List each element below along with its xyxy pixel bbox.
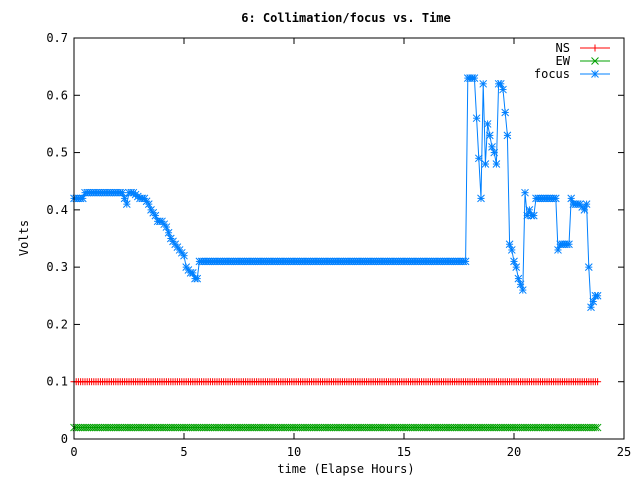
y-tick-label: 0.5 bbox=[46, 146, 68, 160]
data-point bbox=[474, 154, 483, 163]
data-point bbox=[490, 148, 499, 157]
data-point bbox=[499, 85, 507, 94]
x-tick-label: 25 bbox=[617, 445, 631, 459]
data-point bbox=[591, 57, 599, 65]
data-point bbox=[180, 251, 188, 260]
data-point bbox=[193, 274, 202, 283]
x-axis-label: time (Elapse Hours) bbox=[277, 462, 414, 476]
plot-frame bbox=[73, 37, 625, 440]
x-tick-label: 20 bbox=[507, 445, 521, 459]
data-point bbox=[477, 194, 485, 203]
y-tick-label: 0.6 bbox=[46, 88, 68, 102]
data-point bbox=[593, 291, 602, 300]
data-point bbox=[521, 188, 529, 197]
tick-layer: 0 5 10 15 20 25 0 0.1 0.2 0.3 0.4 0.5 0.6 0.7 bbox=[46, 31, 631, 459]
legend-label: NS bbox=[556, 41, 570, 55]
data-point bbox=[591, 70, 599, 78]
data-point bbox=[512, 263, 521, 271]
data-point bbox=[479, 79, 488, 88]
legend-label: focus bbox=[534, 67, 570, 81]
x-tick-label: 5 bbox=[180, 445, 187, 459]
data-point bbox=[584, 263, 593, 271]
data-point bbox=[551, 194, 560, 203]
data-point bbox=[483, 120, 492, 128]
data-point bbox=[492, 160, 501, 168]
chart-title: 6: Collimation/focus vs. Time bbox=[241, 11, 451, 25]
x-tick-label: 15 bbox=[397, 445, 411, 459]
x-tick-label: 0 bbox=[70, 445, 77, 459]
data-point bbox=[591, 44, 599, 52]
y-tick-label: 0.4 bbox=[46, 203, 68, 217]
y-tick-label: 0 bbox=[61, 432, 68, 446]
data-point bbox=[118, 188, 127, 197]
data-point bbox=[151, 211, 160, 220]
plot-area bbox=[70, 74, 602, 432]
data-point bbox=[485, 131, 494, 140]
y-tick-label: 0.2 bbox=[46, 317, 68, 331]
y-tick-label: 0.1 bbox=[46, 375, 68, 389]
data-point bbox=[461, 257, 470, 266]
data-point bbox=[582, 200, 591, 208]
data-point bbox=[501, 108, 510, 117]
data-point bbox=[507, 246, 516, 254]
data-point bbox=[472, 114, 481, 123]
data-point bbox=[470, 74, 479, 82]
series-line bbox=[74, 77, 598, 308]
data-point bbox=[503, 131, 512, 140]
data-point bbox=[518, 286, 527, 294]
data-point bbox=[122, 200, 131, 208]
x-tick-label: 10 bbox=[287, 445, 301, 459]
y-tick-label: 0.7 bbox=[46, 31, 68, 45]
y-tick-label: 0.3 bbox=[46, 260, 68, 274]
data-point bbox=[594, 378, 602, 386]
y-axis-label: Volts bbox=[17, 220, 31, 256]
series-ew bbox=[70, 423, 602, 432]
data-point bbox=[529, 211, 538, 220]
data-point bbox=[591, 423, 600, 432]
data-point bbox=[593, 423, 602, 432]
legend-label: EW bbox=[556, 54, 571, 68]
data-point bbox=[565, 240, 573, 249]
series-ns bbox=[70, 378, 602, 386]
data-point bbox=[481, 160, 490, 168]
series-focus bbox=[70, 74, 602, 312]
